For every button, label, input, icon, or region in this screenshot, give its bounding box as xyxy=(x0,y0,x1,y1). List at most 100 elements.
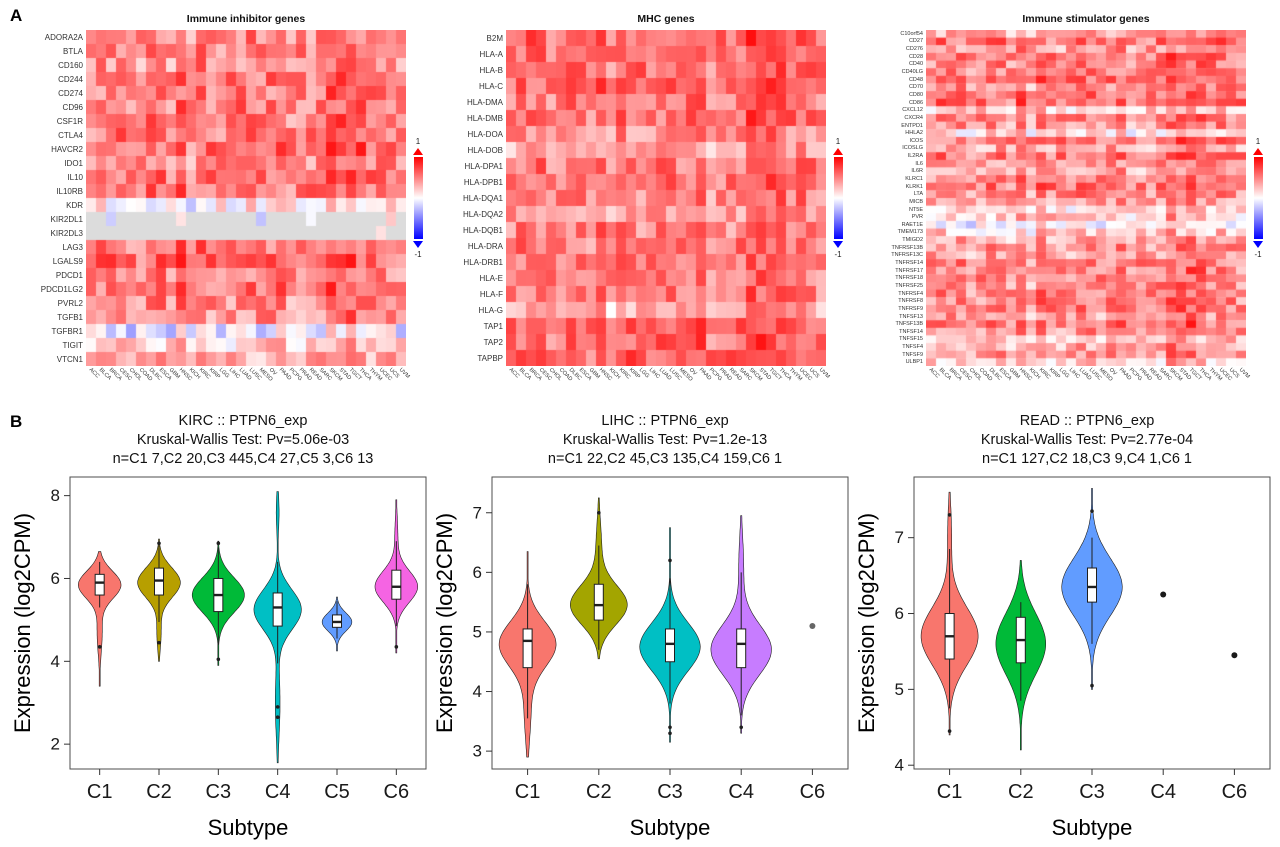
heatmap-colorbar: 1 -1 xyxy=(826,30,850,366)
row-label: KIR2DL1 xyxy=(50,214,83,224)
row-label: TNFRSF14 xyxy=(895,260,923,267)
row-label: TGFB1 xyxy=(57,312,83,322)
row-label: CSF1R xyxy=(56,116,83,126)
plot-title-block: KIRC :: PTPN6_exp Kruskal-Wallis Test: P… xyxy=(12,408,434,471)
panel-b: B KIRC :: PTPN6_exp Kruskal-Wallis Test:… xyxy=(0,408,1280,847)
row-label: CD86 xyxy=(908,99,923,106)
outlier-point xyxy=(275,715,280,720)
col-label: UVM xyxy=(397,367,411,380)
row-label: NT5E xyxy=(908,206,923,213)
panel-a: A Immune inhibitor genes ADORA2A BTLA CD16… xyxy=(0,0,1280,402)
heatmap-grid-canvas xyxy=(86,30,406,366)
plot-subtitle-test: Kruskal-Wallis Test: Pv=1.2e-13 xyxy=(562,432,768,448)
x-tick-label: C3 xyxy=(206,781,232,803)
row-label: HLA-F xyxy=(479,289,503,299)
col-label: ACC xyxy=(507,367,520,380)
x-tick-label: C3 xyxy=(1079,781,1105,803)
plot-subtitle-test: Kruskal-Wallis Test: Pv=5.06e-03 xyxy=(136,432,350,448)
row-label: HLA-DQA1 xyxy=(462,193,503,203)
row-label: MICB xyxy=(909,198,923,205)
x-tick-label: C4 xyxy=(1150,781,1176,803)
heatmap-row-labels: B2M HLA-A HLA-B HLA-C HLA-DMA HLA-DMB HLA-DOA H… xyxy=(438,30,506,366)
x-tick-label: C6 xyxy=(384,781,410,803)
row-label: C10orf54 xyxy=(900,30,923,37)
x-tick-label: C1 xyxy=(515,781,541,803)
row-label: ENTPD1 xyxy=(901,122,923,129)
x-tick-label: C1 xyxy=(937,781,963,803)
row-label: CD70 xyxy=(908,84,923,91)
row-label: HLA-G xyxy=(478,305,503,315)
row-label: CD27 xyxy=(908,38,923,45)
x-tick-label: C3 xyxy=(657,781,683,803)
x-tick-label: C4 xyxy=(265,781,291,803)
colorbar-gradient xyxy=(833,157,843,239)
x-tick-label: C5 xyxy=(324,781,350,803)
row-label: TNFSF13B xyxy=(895,321,923,328)
heatmap-col-labels: ACC BLCA BRCA CESC CHOL COAD DLBC ESCA GBM HNSC KI… xyxy=(506,366,830,402)
row-label: TNFRSF9 xyxy=(898,305,923,312)
single-point-C4 xyxy=(1160,591,1167,598)
panel-a-label: A xyxy=(10,6,23,25)
row-label: IL6 xyxy=(915,160,923,167)
plot-subtitle-n: n=C1 127,C2 18,C3 9,C4 1,C6 1 xyxy=(982,451,1192,467)
outlier-point xyxy=(216,541,221,546)
row-label: CTLA4 xyxy=(58,130,83,140)
row-label: CD96 xyxy=(62,102,83,112)
x-axis-title: Subtype xyxy=(1052,815,1133,840)
plot-subtitle-n: n=C1 7,C2 20,C3 445,C4 27,C5 3,C6 13 xyxy=(112,451,374,467)
row-label: KLRC1 xyxy=(905,175,923,182)
boxplot-box xyxy=(665,628,675,663)
row-label: ULBP1 xyxy=(905,359,923,366)
row-label: HLA-DQB1 xyxy=(462,225,503,235)
row-label: CD40 xyxy=(908,61,923,68)
x-axis-title: Subtype xyxy=(630,815,711,840)
boxplot-box xyxy=(522,628,533,669)
row-label: IL10RB xyxy=(56,186,83,196)
row-label: B2M xyxy=(486,33,503,43)
row-label: HLA-DRA xyxy=(467,241,503,251)
row-label: BTLA xyxy=(62,46,83,56)
row-label: CD28 xyxy=(908,53,923,60)
heatmap-mhc-genes: MHC genes B2M HLA-A HLA-B HLA-C HLA-DMA HLA-D… xyxy=(438,8,850,402)
row-label: CD244 xyxy=(58,74,83,84)
row-label: TMIGD2 xyxy=(902,237,923,244)
row-label: HLA-DPB1 xyxy=(463,177,503,187)
heatmap-colorbar: 1 -1 xyxy=(1246,30,1270,366)
outlier-point xyxy=(947,513,952,517)
row-label: ADORA2A xyxy=(44,32,83,42)
single-point-C6 xyxy=(1231,652,1238,659)
row-label: PDCD1LG2 xyxy=(40,284,83,294)
y-tick-label: 8 xyxy=(51,486,60,505)
row-label: TNFRSF13C xyxy=(891,252,923,259)
boxplot-box xyxy=(1087,567,1097,603)
row-label: HLA-A xyxy=(479,49,503,59)
row-label: TNFRSF25 xyxy=(895,282,923,289)
heatmap-grid-canvas xyxy=(926,30,1246,366)
row-label: TAPBP xyxy=(477,353,503,363)
y-tick-label: 3 xyxy=(473,742,482,761)
x-tick-label: C2 xyxy=(1008,781,1034,803)
colorbar-arrow-down-icon xyxy=(833,241,843,248)
row-label: TAP1 xyxy=(483,321,503,331)
col-label: UVM xyxy=(1237,367,1251,380)
colorbar-gradient xyxy=(413,157,423,239)
outlier-point xyxy=(668,731,672,736)
heatmap-immune-inhibitor-genes: Immune inhibitor genes ADORA2A BTLA CD160 C… xyxy=(18,8,430,402)
x-axis-title: Subtype xyxy=(208,815,289,840)
violin-plot-svg: 2 4 6 8 C1 C2 C3 C4 C5 C6 Subtype Expression (log2C… xyxy=(12,476,427,840)
colorbar-min-label: -1 xyxy=(414,250,422,259)
y-tick-label: 6 xyxy=(895,604,904,623)
row-label: TMEM173 xyxy=(897,229,923,236)
row-label: TNFSF4 xyxy=(902,344,923,351)
outlier-point xyxy=(947,729,952,733)
outlier-point xyxy=(157,640,161,645)
outlier-point xyxy=(97,645,102,649)
plot-subtitle-n: n=C1 22,C2 45,C3 135,C4 159,C6 1 xyxy=(547,451,783,467)
row-label: LTA xyxy=(913,191,923,198)
plot-title: KIRC :: PTPN6_exp xyxy=(178,413,308,429)
y-tick-label: 4 xyxy=(895,756,904,775)
heatmap-row-labels: C10orf54 CD27 CD276 CD28 CD40 CD40LG CD48 CD70 C… xyxy=(858,30,926,366)
heatmap-grid-canvas xyxy=(506,30,826,366)
boxplot-box xyxy=(94,573,105,596)
